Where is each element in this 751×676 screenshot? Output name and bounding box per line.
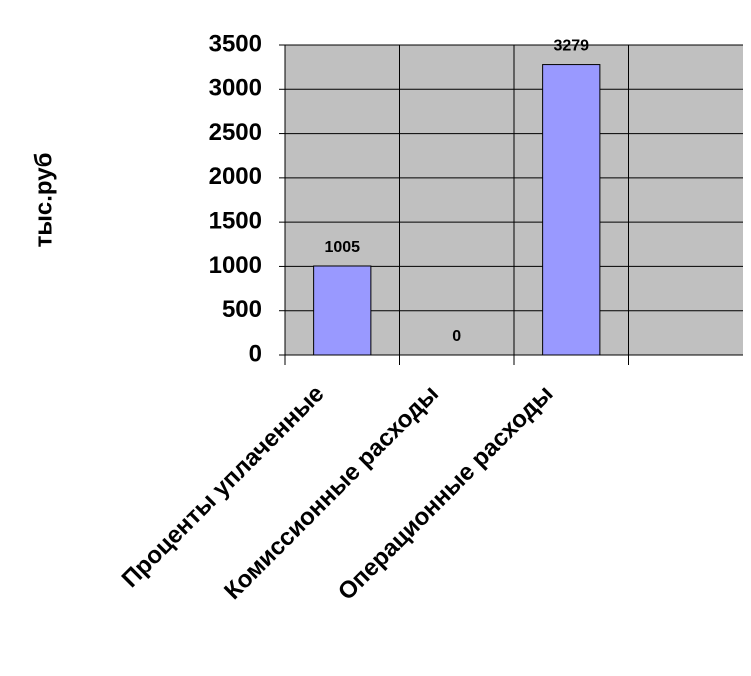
bar bbox=[542, 64, 601, 356]
y-tick-label: 1000 bbox=[209, 252, 262, 279]
y-tick-label: 3000 bbox=[209, 75, 262, 102]
y-axis-label: тыс.руб bbox=[30, 153, 57, 248]
x-tick-label: Комиссионные расходы bbox=[219, 380, 444, 605]
value-label: 1005 bbox=[324, 239, 360, 256]
y-tick-label: 2500 bbox=[209, 119, 262, 146]
y-tick-label: 2000 bbox=[209, 163, 262, 190]
value-label: 0 bbox=[452, 328, 461, 345]
bar bbox=[313, 265, 372, 356]
y-tick-label: 1500 bbox=[209, 207, 262, 234]
x-tick-label: Операционные расходы bbox=[333, 380, 559, 606]
y-tick-label: 0 bbox=[249, 340, 262, 367]
y-tick-label: 3500 bbox=[209, 30, 262, 57]
x-tick-label: Проценты уплаченные bbox=[117, 380, 330, 593]
value-label: 3279 bbox=[553, 38, 589, 55]
y-tick-label: 500 bbox=[222, 296, 262, 323]
